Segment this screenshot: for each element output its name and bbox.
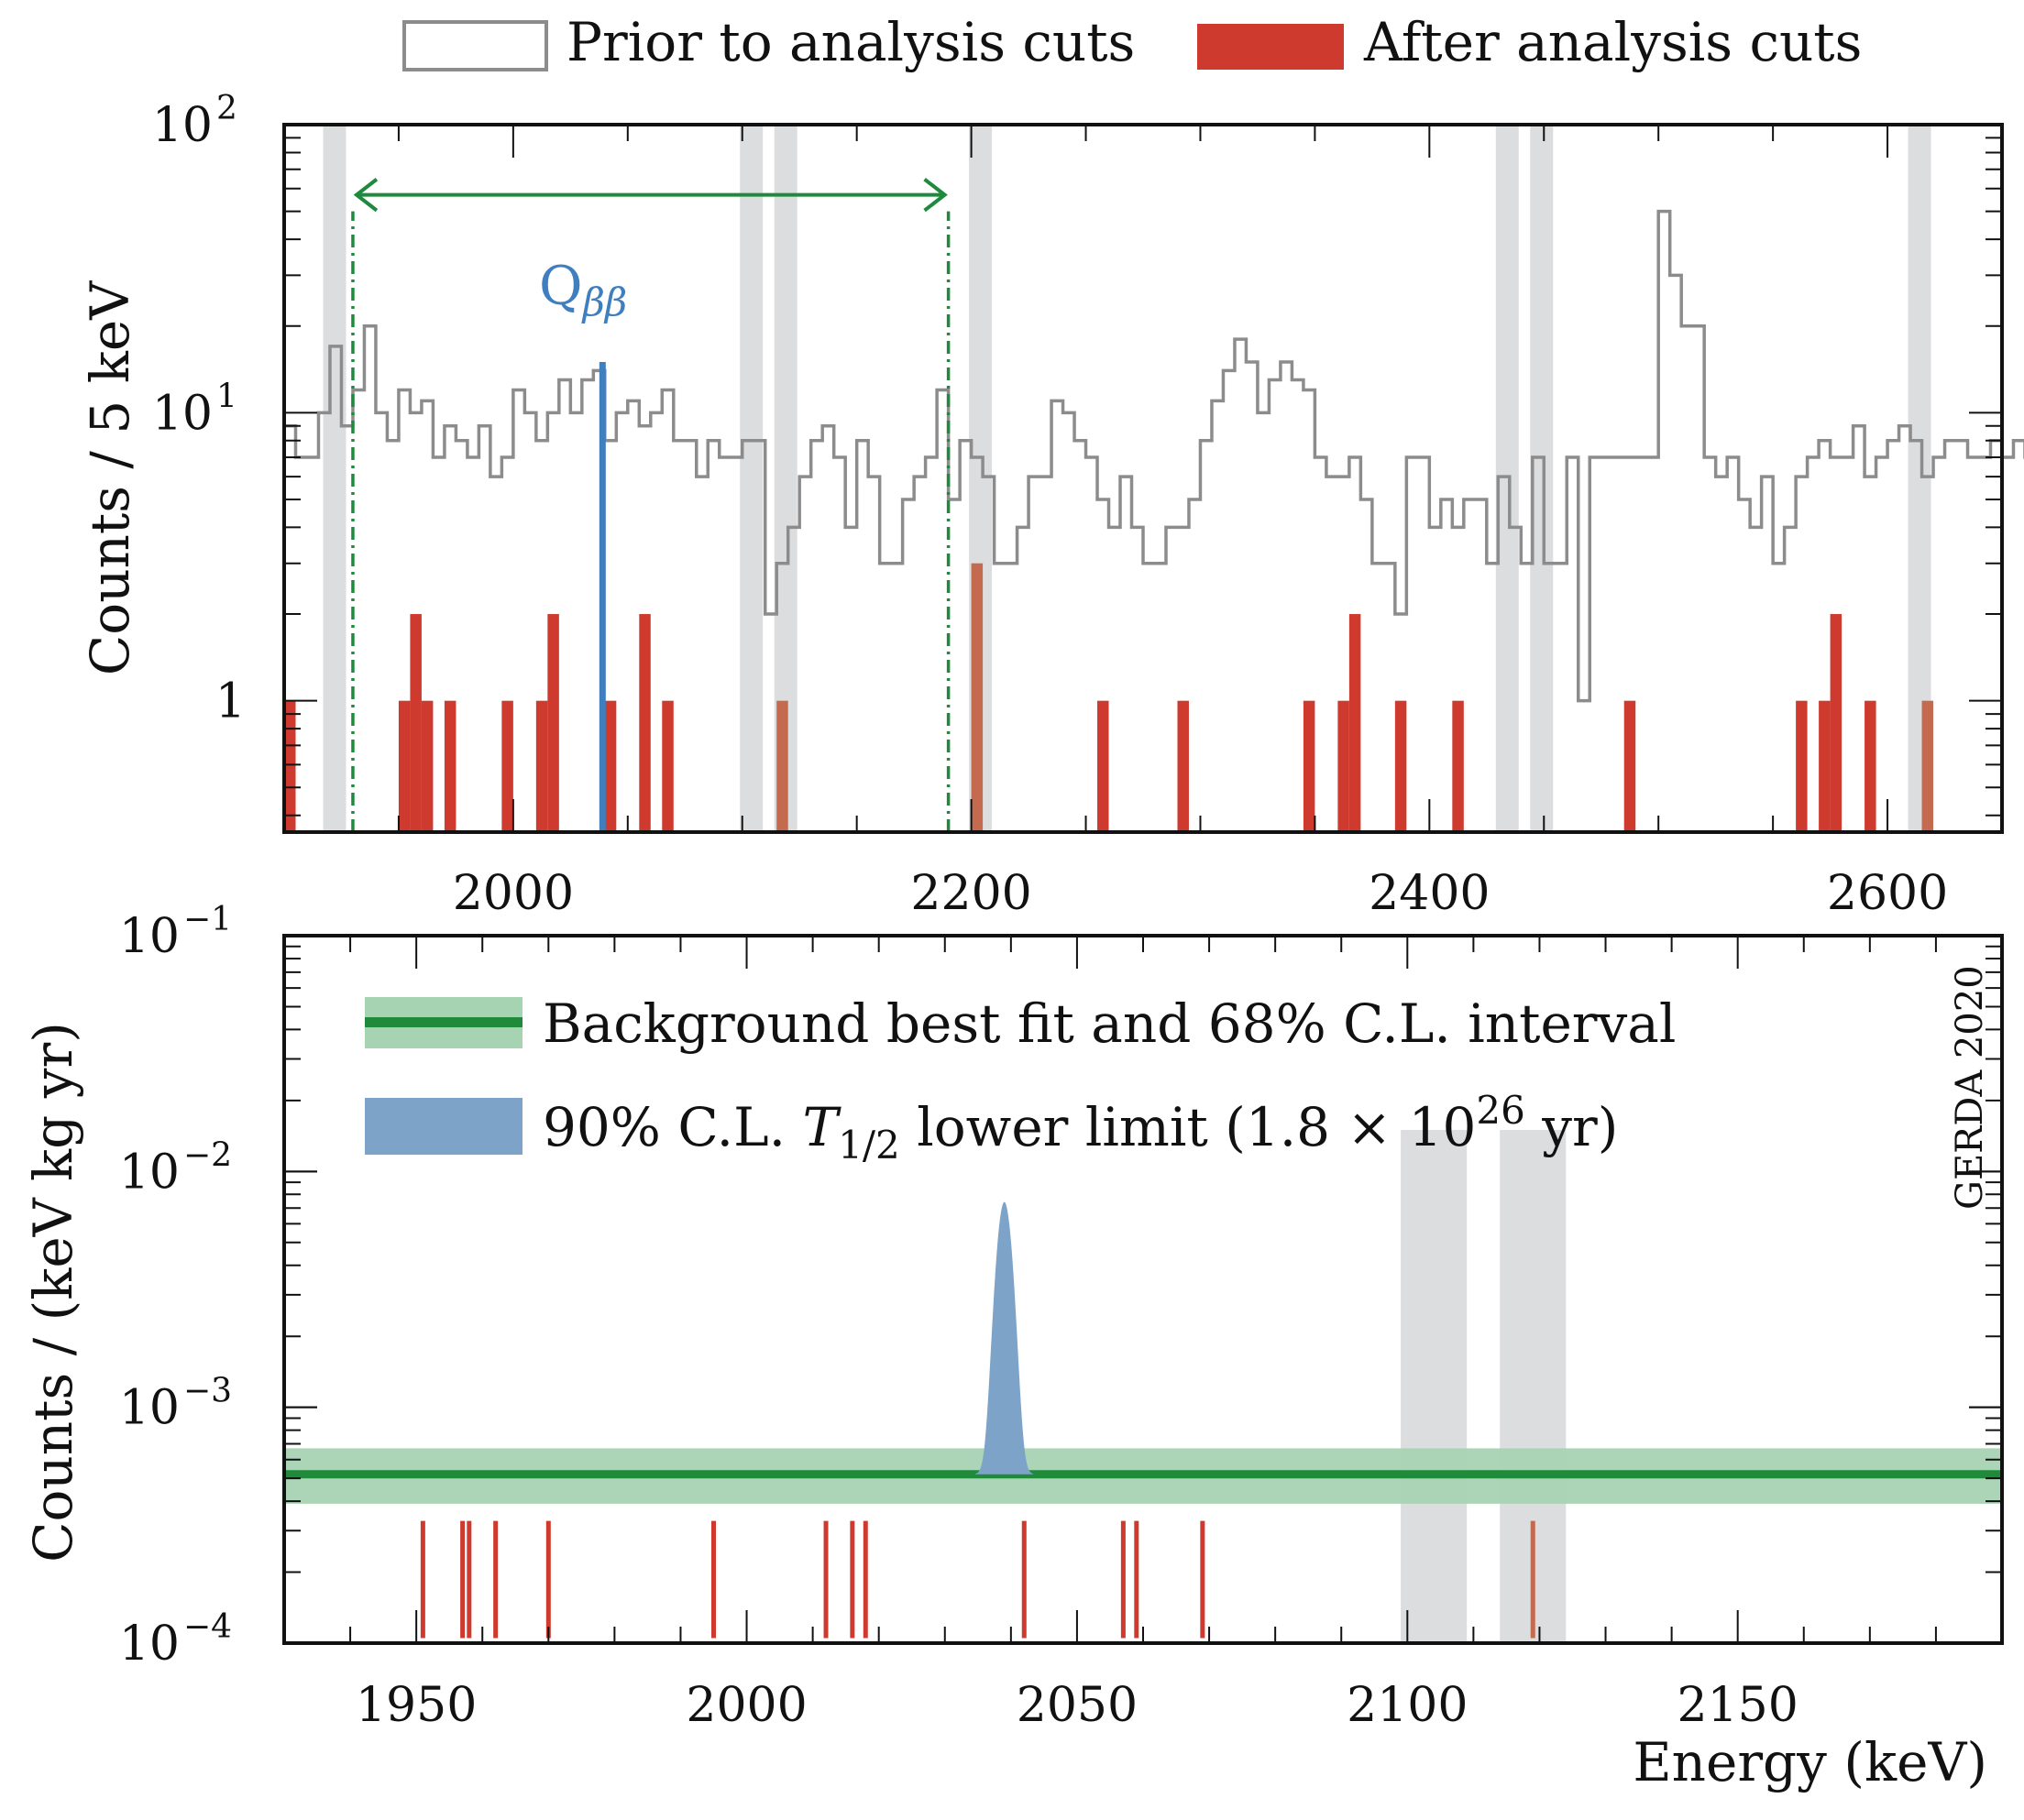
x-tick-label: 2100	[1347, 1678, 1468, 1733]
legend-cut-swatch	[1197, 24, 1344, 70]
y-tick-exponent: −4	[183, 1608, 232, 1646]
cut-event-bar	[421, 700, 434, 832]
excluded-band	[1401, 1130, 1468, 1643]
y-tick-exponent: 1	[216, 378, 237, 415]
cut-event-bar	[1177, 700, 1189, 832]
top-axis-ticks	[283, 125, 2003, 832]
bottom-frame	[282, 934, 2004, 1645]
x-tick-label: 1950	[356, 1678, 477, 1733]
cut-event-bar	[1348, 614, 1361, 832]
cut-event-bar	[776, 700, 788, 832]
legend-signal-swatch	[365, 1098, 522, 1155]
x-tick-label: 2150	[1678, 1678, 1798, 1733]
sig-mid: lower limit (1.8 × 10	[900, 1096, 1477, 1158]
y-tick-label: 10	[119, 1381, 180, 1436]
y-tick-exponent: −2	[183, 1136, 232, 1174]
legend-raw-swatch	[402, 20, 548, 71]
cut-event-bar	[535, 700, 548, 832]
y-tick-exponent: 2	[216, 90, 237, 127]
qbb-marker: Qββ	[539, 255, 627, 832]
y-tick-exponent: −1	[183, 901, 232, 938]
cut-event-bar	[662, 700, 674, 832]
cut-event-bar	[410, 614, 422, 832]
cut-event-bar	[1796, 700, 1808, 832]
top-excluded-bands	[323, 125, 1931, 832]
cut-event-bar	[444, 700, 456, 832]
y-tick-label: 10	[119, 1145, 180, 1200]
qbb-q: Q	[539, 255, 583, 317]
cut-event-bar	[1623, 700, 1636, 832]
y-tick-exponent: −3	[183, 1373, 232, 1410]
gerda-watermark: GERDA 2020	[1949, 965, 1991, 1210]
x-tick-label: 2000	[686, 1678, 807, 1733]
cut-event-bar	[1097, 700, 1109, 832]
cut-event-bar	[1303, 700, 1315, 832]
cut-event-bar	[1830, 614, 1842, 832]
bottom-excluded-bands	[1401, 1130, 1567, 1643]
analysis-window	[351, 178, 951, 832]
cut-event-bar	[1921, 700, 1934, 832]
y-tick-label: 10	[152, 98, 213, 153]
cut-event-bar	[1394, 700, 1407, 832]
sig-sub: 1/2	[838, 1123, 900, 1168]
top-y-title: Counts / 5 keV	[79, 280, 141, 675]
y-tick-label: 10	[119, 909, 180, 964]
y-tick-label: 10	[152, 386, 213, 441]
cut-event-bar	[284, 700, 296, 832]
cut-event-bar	[639, 614, 651, 832]
cut-event-bar	[1819, 700, 1831, 832]
cut-event-bar	[604, 700, 617, 832]
x-tick-label: 2050	[1017, 1678, 1138, 1733]
x-tick-label: 2000	[453, 866, 574, 921]
sig-exp: 26	[1476, 1088, 1524, 1133]
legend-raw-label: Prior to analysis cuts	[566, 11, 1135, 73]
bottom-y-title: Counts / (keV kg yr)	[22, 1022, 84, 1562]
x-tick-label: 2600	[1827, 866, 1948, 921]
excluded-band	[323, 125, 346, 832]
cut-event-bar	[547, 614, 559, 832]
sig-pre: 90% C.L.	[543, 1096, 803, 1158]
signal-peak	[974, 1201, 1034, 1475]
cut-event-bar	[1864, 700, 1876, 832]
window-arrow-left-head	[353, 178, 379, 213]
legend-cut-label: After analysis cuts	[1363, 11, 1862, 73]
cut-event-bar	[1452, 700, 1464, 832]
qbb-label: Qββ	[539, 255, 627, 324]
top-frame	[282, 123, 2004, 834]
sig-T: T	[803, 1096, 842, 1158]
x-tick-label: 2400	[1369, 866, 1490, 921]
bottom-axis-ticks	[283, 935, 2003, 1644]
legend-signal-label: 90% C.L. T1/2 lower limit (1.8 × 1026 yr…	[543, 1088, 1618, 1168]
bottom-x-title: Energy (keV)	[1633, 1731, 1987, 1793]
cut-event-bar	[398, 700, 411, 832]
legend-bkg-label: Background best fit and 68% C.L. interva…	[543, 992, 1676, 1055]
bottom-legend: Background best fit and 68% C.L. interva…	[365, 992, 1676, 1168]
top-cut-events	[284, 563, 1934, 832]
cut-event-bar	[971, 563, 984, 832]
y-tick-label: 10	[119, 1617, 180, 1672]
bottom-events	[420, 1520, 1535, 1639]
cut-event-bar	[501, 700, 513, 832]
cut-event-bar	[1337, 700, 1349, 832]
legend-bkg-line-swatch	[365, 1017, 522, 1027]
qbb-sub: ββ	[581, 280, 628, 324]
top-legend: Prior to analysis cuts After analysis cu…	[402, 11, 1862, 73]
y-tick-label: 1	[215, 674, 246, 729]
top-raw-histogram	[282, 209, 2024, 832]
x-tick-label: 2200	[910, 866, 1031, 921]
window-arrow-right-head	[923, 178, 948, 213]
sig-post: yr)	[1525, 1096, 1619, 1158]
excluded-band	[740, 125, 764, 832]
